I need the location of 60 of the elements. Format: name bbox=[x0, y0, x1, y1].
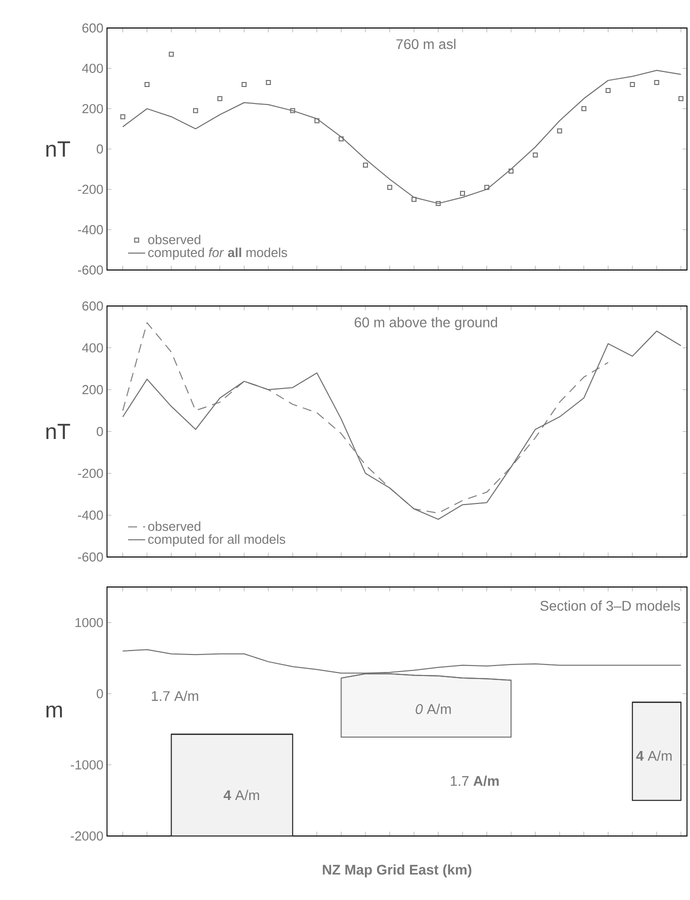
point bbox=[290, 108, 296, 114]
y-tick-label: 400 bbox=[82, 343, 103, 352]
y-tick-label: 0 bbox=[96, 144, 103, 154]
point bbox=[460, 190, 466, 196]
y-tick-label: 200 bbox=[82, 385, 103, 394]
point bbox=[168, 52, 174, 57]
annotation: 1.7 A/m bbox=[152, 690, 198, 701]
point bbox=[242, 82, 247, 87]
annotation: 4 A/m bbox=[224, 790, 260, 800]
line-series bbox=[122, 330, 682, 520]
point bbox=[436, 200, 441, 206]
y-tick-label: -200 bbox=[78, 468, 103, 478]
point bbox=[217, 96, 222, 102]
legend-label: computed for all models bbox=[148, 248, 288, 260]
point bbox=[411, 196, 416, 202]
y-tick-label: 600 bbox=[82, 301, 103, 311]
y-axis-title: nT bbox=[46, 424, 70, 440]
x-axis-title: NZ Map Grid East (km) bbox=[322, 864, 472, 878]
y-tick-label: 400 bbox=[82, 64, 103, 73]
point bbox=[144, 82, 150, 87]
line-series bbox=[122, 70, 682, 204]
point bbox=[630, 82, 635, 87]
y-tick-label: 200 bbox=[82, 104, 103, 114]
point bbox=[678, 96, 684, 102]
legend-label: observed bbox=[148, 234, 200, 244]
point bbox=[362, 162, 368, 168]
y-tick-label: -600 bbox=[78, 265, 103, 275]
y-axis-title: m bbox=[46, 706, 62, 718]
point bbox=[193, 108, 198, 114]
point bbox=[314, 118, 320, 124]
y-tick-label: 1000 bbox=[76, 618, 103, 628]
y-tick-label: -200 bbox=[78, 184, 103, 194]
point bbox=[387, 184, 392, 190]
point bbox=[581, 106, 586, 112]
y-tick-label: -1000 bbox=[70, 760, 103, 770]
y-tick-label: 0 bbox=[96, 689, 103, 698]
text: Section of 3–D models bbox=[540, 600, 680, 611]
y-tick-label: 600 bbox=[82, 23, 103, 33]
y-tick-label: -400 bbox=[78, 225, 103, 234]
point bbox=[266, 80, 271, 85]
annotation: 4 A/m bbox=[636, 750, 672, 761]
point bbox=[508, 168, 514, 174]
text: 760 m asl bbox=[396, 38, 456, 50]
y-axis-title: nT bbox=[46, 141, 70, 157]
legend-label: observed bbox=[148, 521, 200, 531]
point bbox=[606, 88, 611, 94]
text: 60 m above the ground bbox=[354, 317, 498, 330]
legend-label: computed for all models bbox=[148, 534, 286, 546]
annotation: 1.7 A/m bbox=[450, 776, 499, 786]
annotation: 0 A/m bbox=[416, 704, 451, 714]
point bbox=[654, 80, 660, 85]
y-tick-label: -600 bbox=[78, 552, 103, 562]
point bbox=[338, 136, 344, 142]
point bbox=[532, 152, 538, 158]
point bbox=[557, 128, 562, 134]
y-tick-label: -400 bbox=[78, 510, 103, 520]
y-tick-label: -2000 bbox=[70, 831, 103, 841]
point bbox=[484, 184, 490, 190]
point bbox=[120, 114, 126, 120]
y-tick-label: 0 bbox=[96, 426, 103, 436]
